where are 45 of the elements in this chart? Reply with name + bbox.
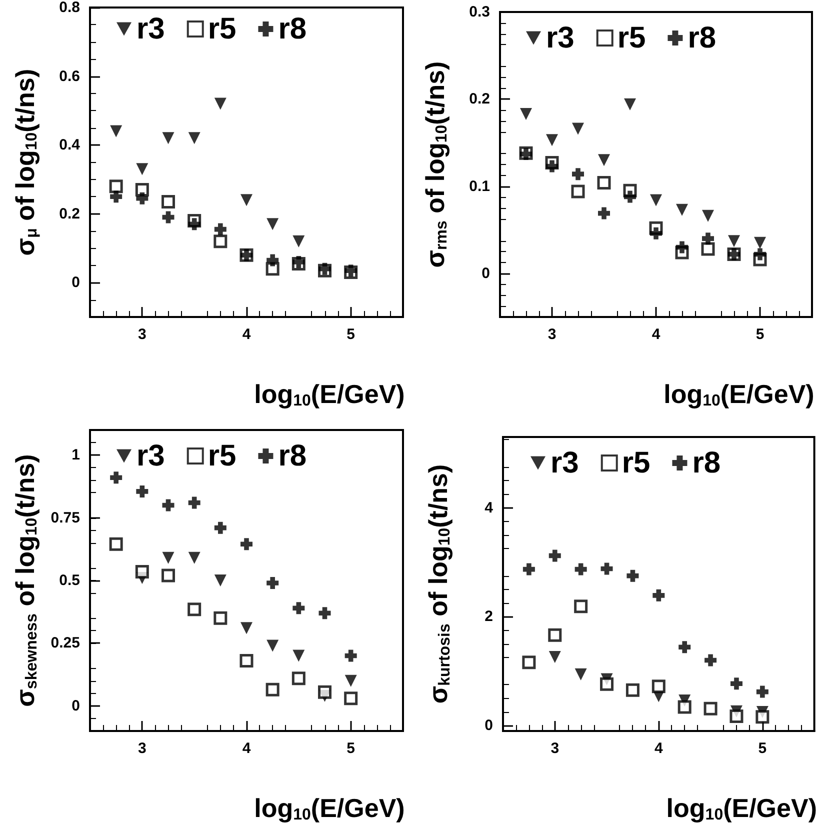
y-axis-title: σskewness of log10(t/ns) bbox=[10, 454, 40, 707]
x-tick-label: 5 bbox=[758, 740, 767, 757]
y-axis-title: σrms of log10(t/ns) bbox=[420, 61, 450, 268]
y-tick-label: 0.25 bbox=[50, 634, 80, 652]
x-tick-label: 4 bbox=[242, 740, 252, 757]
x-tick-label: 5 bbox=[756, 326, 764, 343]
legend-label: r8 bbox=[688, 22, 716, 54]
x-tick-label: 3 bbox=[550, 740, 560, 757]
legend-label: r8 bbox=[278, 440, 307, 472]
x-tick-label: 3 bbox=[138, 326, 146, 343]
x-tick-label: 5 bbox=[346, 326, 356, 343]
y-tick-label: 0 bbox=[482, 264, 490, 282]
legend-label: r3 bbox=[546, 22, 574, 54]
y-tick-label: 2 bbox=[484, 608, 493, 626]
x-tick-label: 5 bbox=[346, 740, 356, 757]
legend-label: r3 bbox=[136, 440, 165, 472]
legend-label: r3 bbox=[136, 12, 165, 46]
y-tick-label: 0 bbox=[72, 274, 80, 292]
legend-label: r3 bbox=[550, 446, 579, 480]
legend-label: r5 bbox=[208, 12, 236, 46]
y-tick-label: 0.8 bbox=[59, 0, 80, 16]
legend-label: r5 bbox=[622, 446, 650, 480]
legend-label: r8 bbox=[692, 446, 721, 480]
legend-label: r5 bbox=[208, 440, 236, 472]
legend-label: r5 bbox=[617, 22, 646, 54]
legend-label: r8 bbox=[278, 12, 307, 46]
y-tick-label: 0.5 bbox=[59, 572, 80, 589]
y-tick-label: 0.4 bbox=[59, 136, 81, 154]
y-tick-label: 0.75 bbox=[50, 509, 80, 526]
y-tick-label: 0.6 bbox=[59, 68, 80, 85]
y-tick-label: 4 bbox=[484, 499, 494, 516]
y-tick-label: 0.2 bbox=[469, 90, 490, 108]
y-tick-label: 0.1 bbox=[469, 178, 490, 195]
x-tick-label: 3 bbox=[138, 740, 146, 757]
y-axis-title: σkurtosis of log10(t/ns) bbox=[423, 464, 454, 704]
x-tick-label: 3 bbox=[548, 326, 556, 343]
y-tick-label: 0 bbox=[484, 717, 493, 734]
x-tick-label: 4 bbox=[652, 326, 661, 343]
y-tick-label: 0.3 bbox=[469, 4, 490, 20]
y-tick-label: 1 bbox=[72, 446, 80, 464]
x-tick-label: 4 bbox=[242, 326, 252, 343]
y-axis-title: σμ of log10(t/ns) bbox=[10, 68, 40, 256]
y-tick-label: 0 bbox=[72, 697, 80, 714]
y-tick-label: 0.2 bbox=[59, 205, 80, 222]
x-tick-label: 4 bbox=[654, 740, 664, 757]
